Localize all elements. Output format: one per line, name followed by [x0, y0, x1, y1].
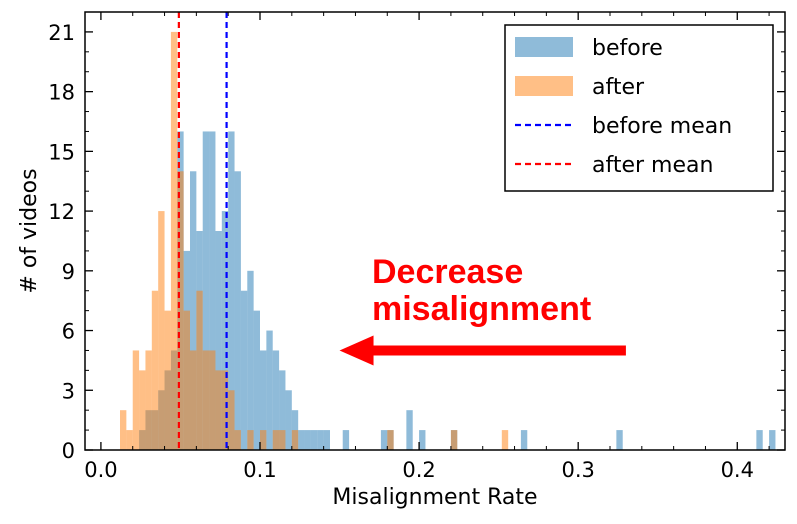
before-bar-28 [317, 430, 324, 450]
after-bar-3 [139, 370, 146, 450]
before-bar-22 [279, 370, 286, 450]
after-bar-20 [260, 430, 267, 450]
after-bar-7 [164, 310, 171, 450]
before-bar-31 [380, 430, 388, 450]
before-bar-27 [310, 430, 318, 450]
axis-ticks: 0.0 0.1 0.2 0.3 0.4 0 3 6 9 12 15 18 21 [48, 12, 785, 482]
legend-after-swatch [515, 76, 573, 96]
after-bar-6 [158, 211, 165, 450]
after-bar-25 [450, 430, 458, 450]
mean-lines [177, 12, 228, 450]
after-bar-16 [221, 370, 229, 450]
after-bar-15 [215, 370, 222, 450]
annotation-line-decrease: Decrease [372, 253, 523, 291]
after-bar-1 [126, 430, 133, 450]
before-bar-16 [240, 290, 248, 450]
after-bar-9 [177, 171, 184, 451]
after-bar-23 [291, 430, 299, 450]
x-tick-label: 0.0 [84, 458, 117, 482]
before-bar-13 [221, 211, 229, 450]
legend-after-label: after [592, 75, 645, 100]
x-tick-label: 0.4 [721, 458, 754, 482]
after-bar-12 [196, 290, 203, 450]
legend-before-swatch [515, 37, 573, 57]
before-bar-37 [616, 430, 623, 450]
after-bar-18 [234, 430, 241, 450]
y-tick-label: 21 [48, 21, 75, 45]
before-bar-38 [756, 430, 763, 450]
before-bar-15 [234, 171, 241, 451]
after-bar-21 [272, 430, 280, 450]
before-bar-29 [323, 430, 330, 450]
before-bar-20 [266, 330, 273, 450]
before-bar-39 [769, 430, 776, 450]
x-axis-label: Misalignment Rate [332, 485, 537, 510]
legend-before-mean-label: before mean [592, 114, 732, 139]
after-bar-11 [190, 350, 197, 450]
before-bar-14 [228, 131, 235, 451]
before-bar-21 [272, 350, 280, 450]
annotation: Decrease misalignment [339, 253, 626, 366]
before-bar-10 [202, 131, 210, 451]
after-bar-17 [228, 390, 235, 450]
after-bar-24 [387, 430, 394, 450]
before-bar-33 [406, 410, 413, 450]
legend-after-mean-label: after mean [592, 153, 713, 178]
before-bar-17 [247, 270, 254, 450]
before-bar-30 [342, 430, 350, 450]
y-tick-label: 6 [62, 320, 75, 344]
y-tick-label: 18 [48, 81, 75, 105]
x-tick-label: 0.2 [402, 458, 435, 482]
y-tick-label: 12 [48, 200, 75, 224]
after-bar-0 [120, 410, 127, 450]
before-bar-26 [304, 430, 311, 450]
before-bar-23 [285, 390, 292, 450]
before-bar-11 [209, 131, 216, 451]
y-tick-label: 3 [62, 379, 75, 403]
before-bar-12 [215, 231, 222, 450]
after-bar-2 [132, 350, 140, 450]
before-bar-18 [253, 310, 260, 450]
before-bar-34 [419, 430, 426, 450]
after-bar-22 [279, 430, 286, 450]
after-series-bars [120, 31, 509, 451]
after-bar-8 [170, 31, 178, 451]
x-tick-label: 0.3 [561, 458, 594, 482]
x-tick-label: 0.1 [243, 458, 276, 482]
before-bar-8 [190, 171, 197, 451]
annotation-arrow-head [339, 335, 374, 366]
after-bar-19 [247, 430, 254, 450]
legend: before after before mean after mean [504, 24, 774, 192]
y-axis-label: # of videos [17, 168, 42, 293]
annotation-line-misalignment: misalignment [372, 290, 591, 328]
after-bar-4 [145, 350, 152, 450]
after-bar-10 [183, 310, 190, 450]
y-tick-label: 15 [48, 140, 75, 164]
before-bar-25 [298, 430, 305, 450]
after-bar-26 [501, 430, 509, 450]
after-bar-13 [202, 350, 210, 450]
before-bar-36 [520, 430, 528, 450]
before-bar-19 [260, 350, 267, 450]
after-bar-14 [209, 350, 216, 450]
y-tick-label: 9 [62, 260, 75, 284]
legend-before-label: before [592, 36, 663, 61]
y-tick-label: 0 [62, 439, 75, 463]
after-bar-5 [151, 290, 159, 450]
